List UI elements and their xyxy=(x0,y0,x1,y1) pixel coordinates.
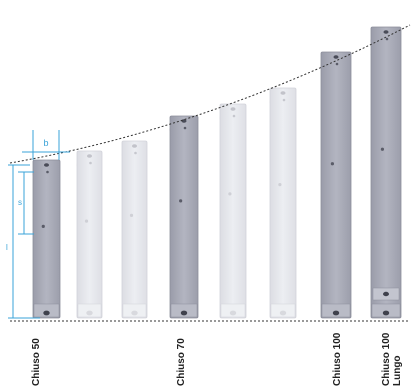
slat xyxy=(370,26,402,319)
width-label: b xyxy=(43,138,48,148)
length-dimension xyxy=(8,164,40,319)
slat xyxy=(269,87,297,319)
spacing-dimension xyxy=(18,171,34,235)
width-dimension xyxy=(22,130,70,160)
slat xyxy=(32,159,61,319)
top-envelope-curve xyxy=(9,24,411,164)
slat xyxy=(121,140,148,319)
label-chiuso-50: Chiuso 50 xyxy=(31,338,42,386)
slat xyxy=(219,103,247,319)
slat xyxy=(169,115,199,319)
spacing-label: s xyxy=(18,198,22,207)
slat xyxy=(320,51,352,319)
label-chiuso-100-lungo: Chiuso 100 Lungo xyxy=(381,332,403,386)
length-label: l xyxy=(6,243,8,252)
label-chiuso-100: Chiuso 100 xyxy=(332,332,343,386)
slats-group xyxy=(32,26,402,319)
slat xyxy=(76,150,103,319)
label-chiuso-70: Chiuso 70 xyxy=(176,338,187,386)
